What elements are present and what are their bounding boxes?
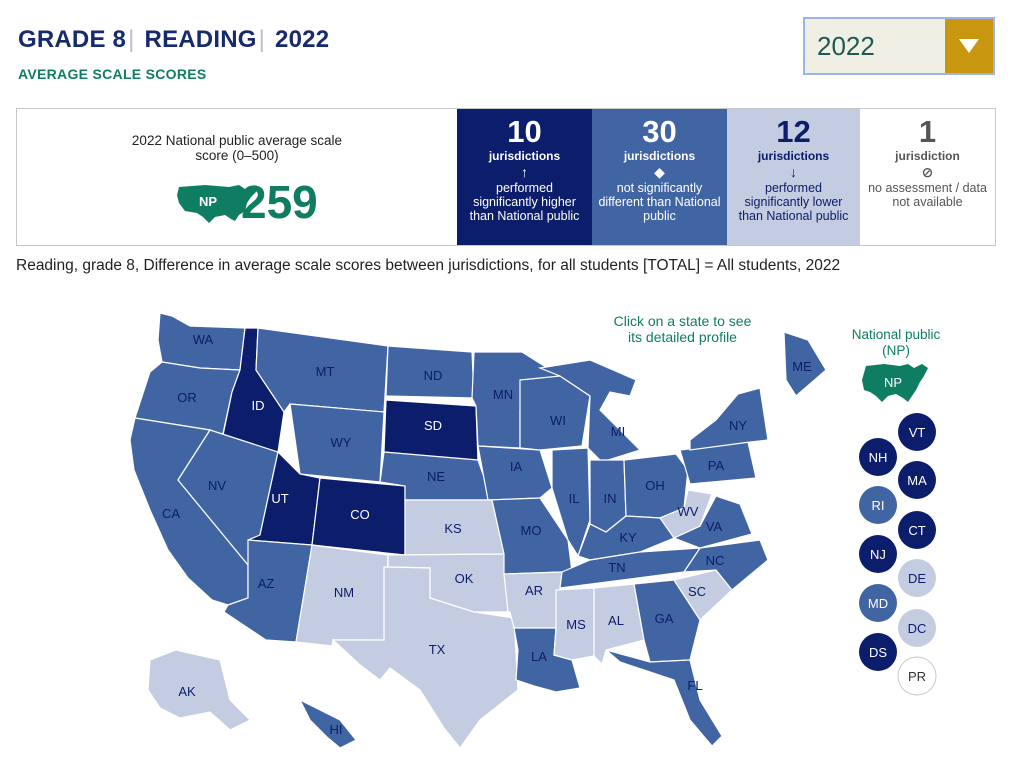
jurisdiction-circle[interactable]	[898, 511, 936, 549]
no-data-icon: ⊘	[921, 164, 934, 180]
state-mi[interactable]	[537, 359, 642, 463]
stat-none-unit: jurisdiction	[895, 149, 960, 163]
stat-none: 1 jurisdiction ⊘ no assessment / data no…	[860, 109, 995, 245]
state-ny[interactable]	[689, 387, 769, 451]
np-legend-label: National public (NP)	[851, 327, 941, 358]
page-subtitle: AVERAGE SCALE SCORES	[18, 66, 207, 82]
state-hi[interactable]	[298, 698, 357, 749]
state-me[interactable]	[783, 331, 827, 397]
jurisdiction-circle[interactable]	[859, 584, 897, 622]
jurisdiction-ct[interactable]: CT	[898, 511, 936, 549]
national-public-score: 259	[241, 176, 318, 228]
jurisdiction-circle[interactable]	[859, 633, 897, 671]
us-map-icon: NP	[177, 185, 257, 223]
state-ar[interactable]	[503, 571, 563, 629]
summary-panel: 2022 National public average scale score…	[16, 108, 996, 246]
jurisdiction-ds[interactable]: DS	[859, 633, 897, 671]
national-public-panel: 2022 National public average scale score…	[17, 109, 457, 245]
jurisdiction-circle[interactable]	[897, 656, 937, 696]
jurisdiction-circle[interactable]	[859, 438, 897, 476]
stat-higher-unit: jurisdictions	[488, 149, 561, 163]
diamond-icon: ◆	[654, 164, 665, 180]
jurisdiction-ma[interactable]: MA	[898, 461, 936, 499]
jurisdiction-ri[interactable]: RI	[859, 486, 897, 524]
jurisdiction-circle[interactable]	[859, 486, 897, 524]
arrow-down-icon: ↓	[790, 164, 797, 180]
chevron-down-icon[interactable]	[945, 19, 993, 73]
np-legend-icon: NP	[862, 364, 928, 402]
year-select-value: 2022	[817, 30, 875, 61]
click-hint: Click on a state to see its detailed pro…	[613, 313, 752, 345]
state-ms[interactable]	[553, 587, 595, 661]
year-select[interactable]: 2022	[803, 17, 995, 75]
stat-none-count: 1	[918, 114, 937, 149]
stat-lower-count: 12	[776, 114, 811, 149]
state-wv[interactable]	[659, 489, 713, 539]
jurisdiction-nj[interactable]: NJ	[859, 535, 897, 573]
national-public-label: 2022 National public average scale score…	[131, 133, 343, 163]
jurisdiction-circle[interactable]	[898, 609, 936, 647]
state-wy[interactable]	[289, 403, 385, 483]
jurisdiction-de[interactable]: DE	[898, 559, 936, 597]
jurisdiction-circle[interactable]	[898, 461, 936, 499]
stat-lower-desc: performed significantly lower than Natio…	[738, 181, 849, 223]
title-separator: |	[258, 26, 266, 53]
state-co[interactable]	[311, 477, 406, 556]
title-subject: READING	[144, 26, 257, 53]
np-badge-text: NP	[199, 194, 217, 209]
state-ks[interactable]	[404, 499, 505, 556]
stat-same-desc: not significantly different than Nationa…	[598, 181, 721, 223]
jurisdiction-circle[interactable]	[859, 535, 897, 573]
state-wa[interactable]	[157, 312, 246, 371]
stat-lower: 12 jurisdictions ↓ performed significant…	[727, 109, 860, 245]
stat-lower-unit: jurisdictions	[757, 149, 830, 163]
jurisdiction-pr[interactable]: PR	[897, 656, 937, 696]
jurisdiction-vt[interactable]: VT	[898, 413, 936, 451]
title-grade: GRADE 8	[18, 26, 127, 53]
state-ak[interactable]	[147, 649, 252, 731]
arrow-up-icon: ↑	[521, 164, 528, 180]
state-mt[interactable]	[255, 327, 389, 414]
stat-none-desc: no assessment / data not available	[868, 181, 987, 209]
stat-higher-count: 10	[507, 114, 542, 149]
state-ia[interactable]	[477, 445, 553, 501]
stat-higher: 10 jurisdictions ↑ performed significant…	[457, 109, 592, 245]
np-legend-badge: NP	[884, 375, 902, 390]
state-tx[interactable]	[331, 566, 519, 749]
title-year: 2022	[275, 26, 330, 53]
page-title: GRADE 8| READING| 2022	[18, 26, 329, 54]
jurisdiction-nh[interactable]: NH	[859, 438, 897, 476]
stat-same: 30 jurisdictions ◆ not significantly dif…	[592, 109, 727, 245]
title-separator: |	[128, 26, 135, 53]
state-oh[interactable]	[623, 453, 689, 519]
state-nd[interactable]	[385, 345, 475, 399]
state-fl[interactable]	[605, 649, 723, 747]
map-caption: Reading, grade 8, Difference in average …	[16, 257, 841, 274]
jurisdiction-circle[interactable]	[898, 559, 936, 597]
jurisdiction-circle[interactable]	[898, 413, 936, 451]
jurisdiction-md[interactable]: MD	[859, 584, 897, 622]
stat-same-unit: jurisdictions	[623, 149, 696, 163]
state-nm[interactable]	[295, 544, 389, 647]
jurisdiction-dc[interactable]: DC	[898, 609, 936, 647]
stat-higher-desc: performed significantly higher than Nati…	[469, 181, 580, 223]
stat-same-count: 30	[642, 114, 677, 149]
